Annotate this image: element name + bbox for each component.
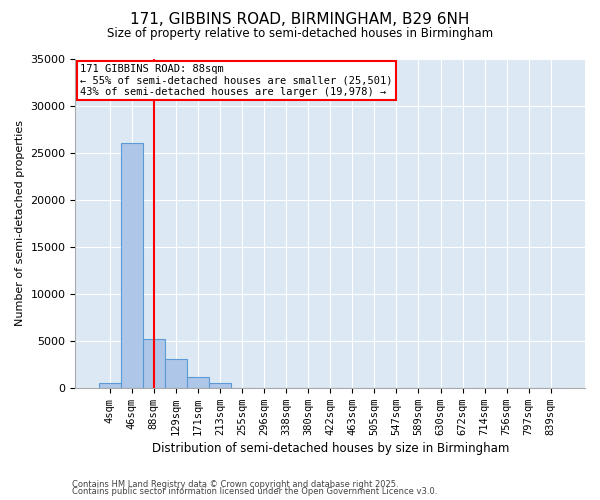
Bar xyxy=(98,383,121,388)
Text: 171 GIBBINS ROAD: 88sqm
← 55% of semi-detached houses are smaller (25,501)
43% o: 171 GIBBINS ROAD: 88sqm ← 55% of semi-de… xyxy=(80,64,393,97)
Text: 171, GIBBINS ROAD, BIRMINGHAM, B29 6NH: 171, GIBBINS ROAD, BIRMINGHAM, B29 6NH xyxy=(130,12,470,28)
Bar xyxy=(121,142,143,388)
Y-axis label: Number of semi-detached properties: Number of semi-detached properties xyxy=(15,120,25,326)
Bar xyxy=(187,376,209,388)
Bar xyxy=(165,358,187,388)
Bar xyxy=(143,339,165,388)
X-axis label: Distribution of semi-detached houses by size in Birmingham: Distribution of semi-detached houses by … xyxy=(152,442,509,455)
Text: Contains public sector information licensed under the Open Government Licence v3: Contains public sector information licen… xyxy=(72,487,437,496)
Text: Size of property relative to semi-detached houses in Birmingham: Size of property relative to semi-detach… xyxy=(107,28,493,40)
Bar xyxy=(209,383,231,388)
Text: Contains HM Land Registry data © Crown copyright and database right 2025.: Contains HM Land Registry data © Crown c… xyxy=(72,480,398,489)
